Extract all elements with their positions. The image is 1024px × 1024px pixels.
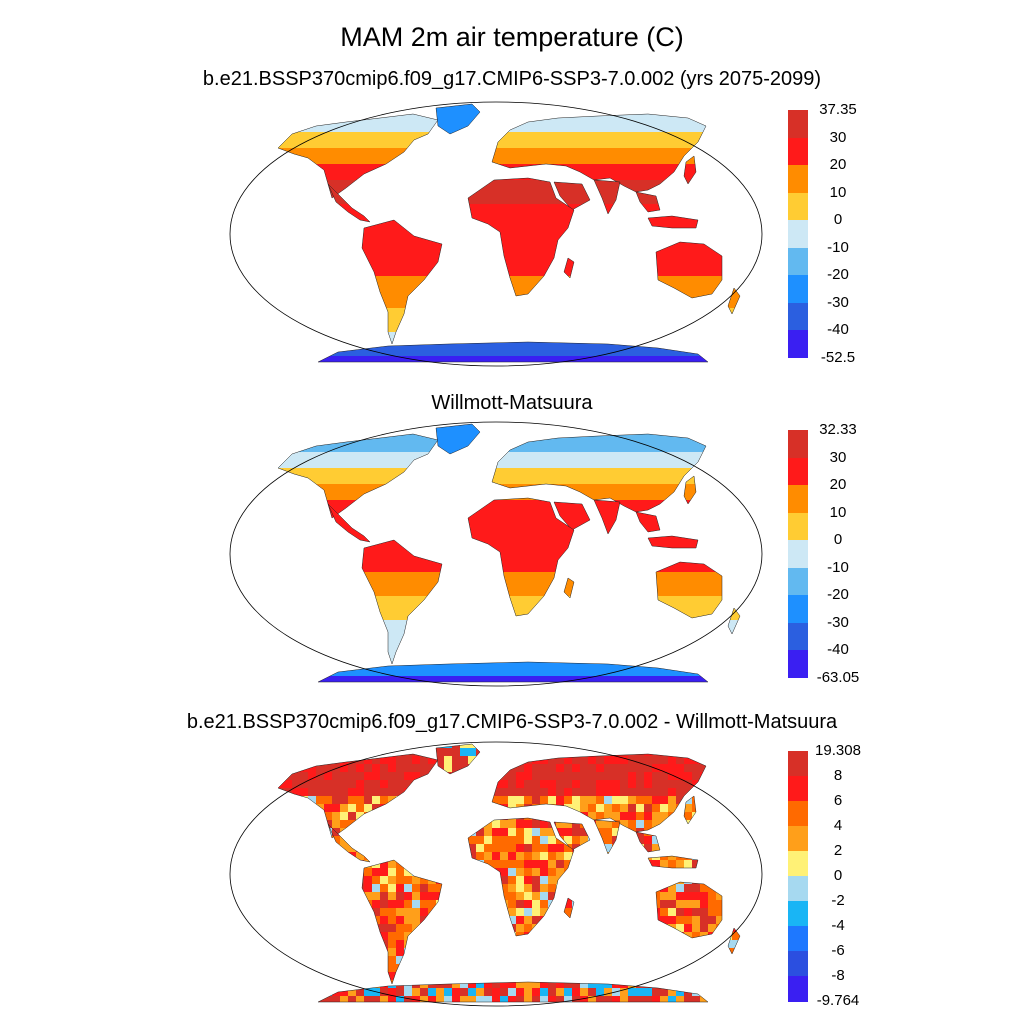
colorbar-label: 10 — [808, 184, 868, 201]
colorbar-label: 20 — [808, 476, 868, 493]
colorbar-label: -30 — [808, 614, 868, 631]
colorbar-swatch — [788, 623, 808, 651]
colorbar-label: 2 — [808, 842, 868, 859]
colorbar-swatch — [788, 801, 808, 827]
colorbar-swatch — [788, 951, 808, 977]
colorbar-label: -40 — [808, 321, 868, 338]
model-colorbar — [788, 110, 808, 358]
colorbar-label: -2 — [808, 892, 868, 909]
colorbar-swatch — [788, 901, 808, 927]
colorbar-swatch — [788, 330, 808, 358]
colorbar-label: 30 — [808, 449, 868, 466]
colorbar-label: 37.35 — [808, 101, 868, 118]
colorbar-label: -6 — [808, 942, 868, 959]
colorbar-swatch — [788, 430, 808, 458]
colorbar-label: -8 — [808, 967, 868, 984]
colorbar-swatch — [788, 248, 808, 276]
colorbar-label: -10 — [808, 559, 868, 576]
colorbar-swatch — [788, 138, 808, 166]
colorbar-swatch — [788, 568, 808, 596]
colorbar-swatch — [788, 110, 808, 138]
colorbar-swatch — [788, 826, 808, 852]
colorbar-label: 30 — [808, 129, 868, 146]
colorbar-label: 6 — [808, 792, 868, 809]
figure-title: MAM 2m air temperature (C) — [0, 22, 1024, 53]
colorbar-label: 0 — [808, 531, 868, 548]
colorbar-swatch — [788, 165, 808, 193]
colorbar-swatch — [788, 303, 808, 331]
observed-colorbar — [788, 430, 808, 678]
colorbar-label: -30 — [808, 294, 868, 311]
colorbar-label: -40 — [808, 641, 868, 658]
colorbar-label: 10 — [808, 504, 868, 521]
colorbar-label: 0 — [808, 211, 868, 228]
colorbar-swatch — [788, 876, 808, 902]
colorbar-swatch — [788, 275, 808, 303]
colorbar-label: -4 — [808, 917, 868, 934]
colorbar-label: 0 — [808, 867, 868, 884]
colorbar-label: -9.764 — [808, 992, 868, 1009]
colorbar-label: 19.308 — [808, 742, 868, 759]
colorbar-swatch — [788, 851, 808, 877]
colorbar-swatch — [788, 650, 808, 678]
colorbar-swatch — [788, 751, 808, 777]
panel-1-title: b.e21.BSSP370cmip6.f09_g17.CMIP6-SSP3-7.… — [0, 68, 1024, 91]
difference-colorbar — [788, 751, 808, 1001]
observed-temperature-map — [228, 420, 764, 688]
colorbar-swatch — [788, 220, 808, 248]
panel-2-title: Willmott-Matsuura — [0, 392, 1024, 415]
colorbar-label: -10 — [808, 239, 868, 256]
colorbar-swatch — [788, 540, 808, 568]
colorbar-label: -52.5 — [808, 349, 868, 366]
colorbar-label: 32.33 — [808, 421, 868, 438]
colorbar-label: 4 — [808, 817, 868, 834]
colorbar-label: -63.05 — [808, 669, 868, 686]
panel-3-title: b.e21.BSSP370cmip6.f09_g17.CMIP6-SSP3-7.… — [0, 711, 1024, 734]
colorbar-swatch — [788, 595, 808, 623]
colorbar-swatch — [788, 485, 808, 513]
colorbar-label: -20 — [808, 266, 868, 283]
colorbar-swatch — [788, 926, 808, 952]
difference-map — [228, 740, 764, 1008]
model-temperature-map — [228, 100, 764, 368]
colorbar-swatch — [788, 776, 808, 802]
colorbar-swatch — [788, 513, 808, 541]
colorbar-label: 8 — [808, 767, 868, 784]
colorbar-label: -20 — [808, 586, 868, 603]
colorbar-swatch — [788, 976, 808, 1002]
colorbar-label: 20 — [808, 156, 868, 173]
colorbar-swatch — [788, 458, 808, 486]
colorbar-swatch — [788, 193, 808, 221]
